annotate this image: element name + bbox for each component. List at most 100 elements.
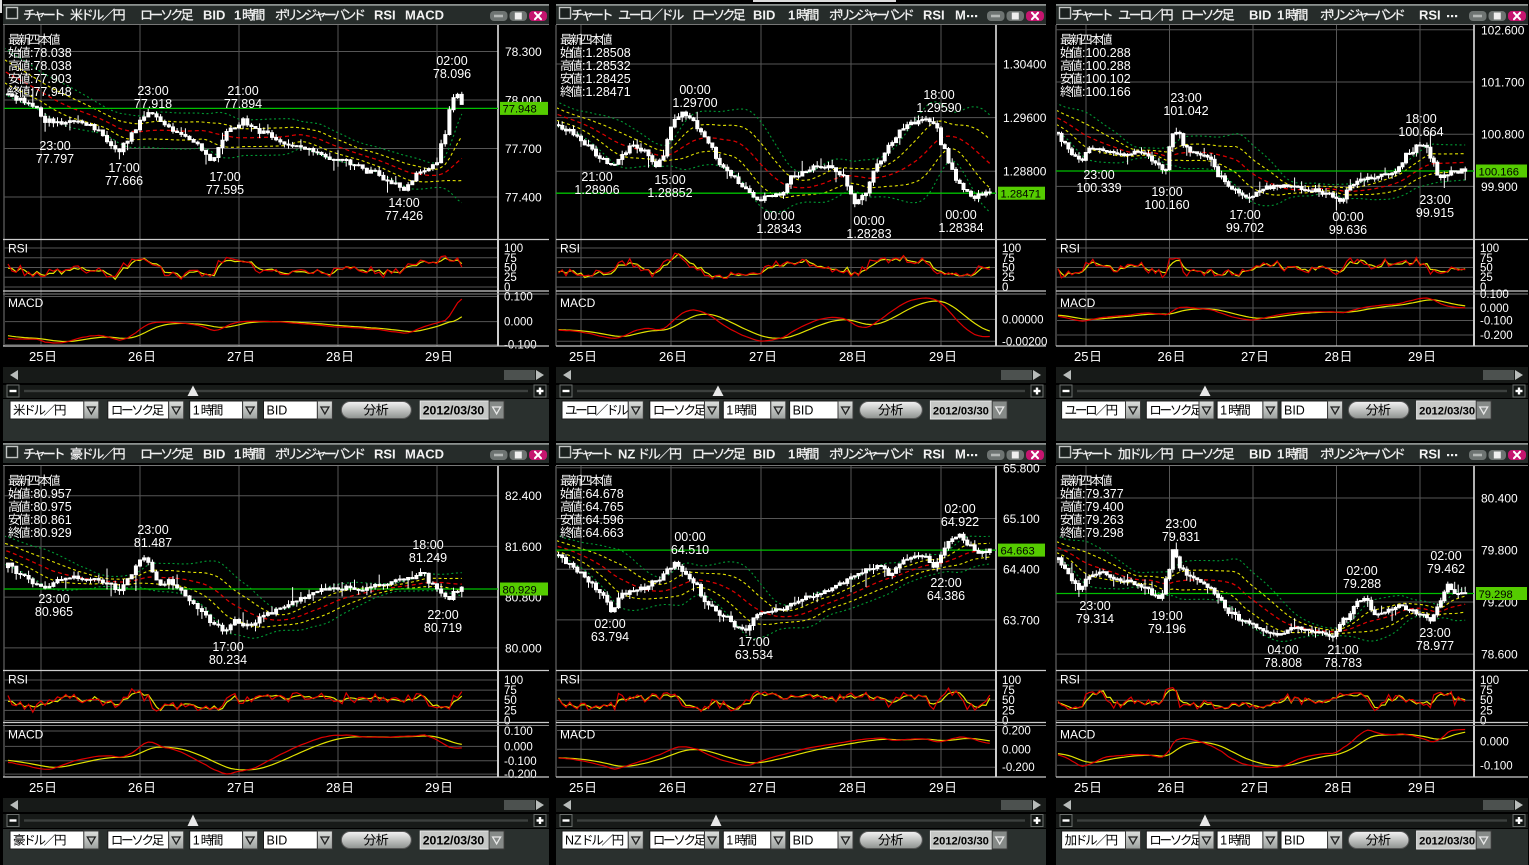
svg-text:64.922: 64.922 <box>941 515 979 529</box>
svg-text:99.702: 99.702 <box>1226 221 1264 235</box>
svg-text:50: 50 <box>504 263 517 275</box>
svg-text::64.663: :64.663 <box>582 526 624 540</box>
svg-text:15:00: 15:00 <box>654 173 685 187</box>
svg-text:21:00: 21:00 <box>1327 643 1358 657</box>
svg-text:75: 75 <box>1002 253 1015 265</box>
svg-text:81.600: 81.600 <box>505 540 542 554</box>
svg-text:2012/03/30: 2012/03/30 <box>423 404 485 418</box>
svg-text:100.800: 100.800 <box>1481 128 1525 142</box>
svg-text:1: 1 <box>1277 8 1284 23</box>
svg-text:1: 1 <box>726 404 733 418</box>
svg-text:78.600: 78.600 <box>1481 648 1518 662</box>
svg-text:101.042: 101.042 <box>1163 104 1208 118</box>
svg-text:29: 29 <box>425 780 439 795</box>
svg-text:BID: BID <box>793 834 814 848</box>
svg-text:RSI: RSI <box>1060 673 1080 687</box>
svg-text::79.400: :79.400 <box>1082 500 1124 514</box>
svg-text:26: 26 <box>128 780 142 795</box>
svg-text:RSI: RSI <box>1419 447 1441 462</box>
svg-text:00:00: 00:00 <box>945 208 976 222</box>
svg-text::80.929: :80.929 <box>30 526 72 540</box>
svg-text:100: 100 <box>504 243 523 255</box>
svg-text:101.700: 101.700 <box>1481 76 1525 90</box>
svg-text:28: 28 <box>839 780 853 795</box>
svg-text::1.28471: :1.28471 <box>582 85 631 99</box>
svg-text:00:00: 00:00 <box>674 530 705 544</box>
svg-text:MACD: MACD <box>1060 728 1096 742</box>
svg-text:2012/03/30: 2012/03/30 <box>1419 836 1475 848</box>
svg-text:22:00: 22:00 <box>930 576 961 590</box>
svg-text:18:00: 18:00 <box>1405 112 1436 126</box>
svg-text:77.666: 77.666 <box>105 174 143 188</box>
svg-text:100.339: 100.339 <box>1076 181 1121 195</box>
svg-text:80.929: 80.929 <box>503 584 537 596</box>
svg-text:14:00: 14:00 <box>388 196 419 210</box>
svg-text:28: 28 <box>326 780 340 795</box>
svg-text:MACD: MACD <box>8 728 44 742</box>
svg-text:0.100: 0.100 <box>504 726 533 738</box>
svg-text:82.400: 82.400 <box>505 489 542 503</box>
svg-text:RSI: RSI <box>923 8 945 23</box>
svg-text:17:00: 17:00 <box>212 640 243 654</box>
svg-text:1.28343: 1.28343 <box>756 222 801 236</box>
svg-text:2012/03/30: 2012/03/30 <box>933 406 989 418</box>
svg-text:BID: BID <box>1249 8 1271 23</box>
svg-text:17:00: 17:00 <box>209 170 240 184</box>
svg-text:NZ: NZ <box>618 447 635 462</box>
svg-text:RSI: RSI <box>1060 242 1080 256</box>
svg-text:18:00: 18:00 <box>923 88 954 102</box>
svg-text:75: 75 <box>1480 253 1493 265</box>
svg-text::79.298: :79.298 <box>1082 526 1124 540</box>
svg-text:77.700: 77.700 <box>505 142 542 156</box>
svg-text:MACD: MACD <box>1060 296 1096 310</box>
svg-text::78.038: :78.038 <box>30 59 72 73</box>
svg-text:80.000: 80.000 <box>505 641 542 655</box>
svg-text:100.160: 100.160 <box>1144 198 1189 212</box>
svg-text:RSI: RSI <box>374 8 396 23</box>
svg-text::100.166: :100.166 <box>1082 85 1131 99</box>
svg-text:17:00: 17:00 <box>1229 208 1260 222</box>
svg-text:23:00: 23:00 <box>1170 91 1201 105</box>
svg-text:25: 25 <box>29 349 43 364</box>
svg-text:79.831: 79.831 <box>1162 530 1200 544</box>
svg-text::1.28508: :1.28508 <box>582 46 631 60</box>
svg-text:19:00: 19:00 <box>1151 185 1182 199</box>
svg-text:00:00: 00:00 <box>763 209 794 223</box>
svg-text:-0.200: -0.200 <box>1002 762 1035 774</box>
svg-text:BID: BID <box>1249 447 1271 462</box>
svg-text:63.700: 63.700 <box>1003 613 1040 627</box>
svg-text:80.719: 80.719 <box>424 621 462 635</box>
svg-text::80.975: :80.975 <box>30 500 72 514</box>
svg-text::80.957: :80.957 <box>30 487 72 501</box>
svg-text:02:00: 02:00 <box>944 502 975 516</box>
svg-text:25: 25 <box>1074 780 1088 795</box>
svg-text:BID: BID <box>203 447 225 462</box>
svg-text:BID: BID <box>203 8 225 23</box>
svg-text:25: 25 <box>1480 705 1493 717</box>
svg-text:63.794: 63.794 <box>591 630 629 644</box>
svg-text:64.663: 64.663 <box>1001 545 1035 557</box>
svg-text:26: 26 <box>659 780 673 795</box>
svg-text:0.000: 0.000 <box>1480 737 1509 749</box>
svg-text:BID: BID <box>267 834 288 848</box>
svg-text:-0.100: -0.100 <box>1480 316 1513 328</box>
svg-text:BID: BID <box>793 404 814 418</box>
svg-text:0.000: 0.000 <box>1002 744 1031 756</box>
svg-text:28: 28 <box>1325 349 1339 364</box>
svg-text:75: 75 <box>504 253 517 265</box>
svg-text:77.595: 77.595 <box>206 183 244 197</box>
svg-text:29: 29 <box>1408 780 1422 795</box>
svg-text:02:00: 02:00 <box>594 617 625 631</box>
svg-text:27: 27 <box>227 780 241 795</box>
svg-text:29: 29 <box>929 349 943 364</box>
svg-text:00:00: 00:00 <box>853 214 884 228</box>
svg-text:0.100: 0.100 <box>1480 289 1509 301</box>
svg-text:79.800: 79.800 <box>1481 544 1518 558</box>
svg-text:0.000: 0.000 <box>504 317 533 329</box>
svg-text:26: 26 <box>1158 349 1172 364</box>
svg-text:102.600: 102.600 <box>1481 23 1525 37</box>
svg-text:99.915: 99.915 <box>1416 206 1454 220</box>
svg-text:0: 0 <box>1480 716 1486 728</box>
svg-text:26: 26 <box>659 349 673 364</box>
svg-text:23:00: 23:00 <box>137 84 168 98</box>
